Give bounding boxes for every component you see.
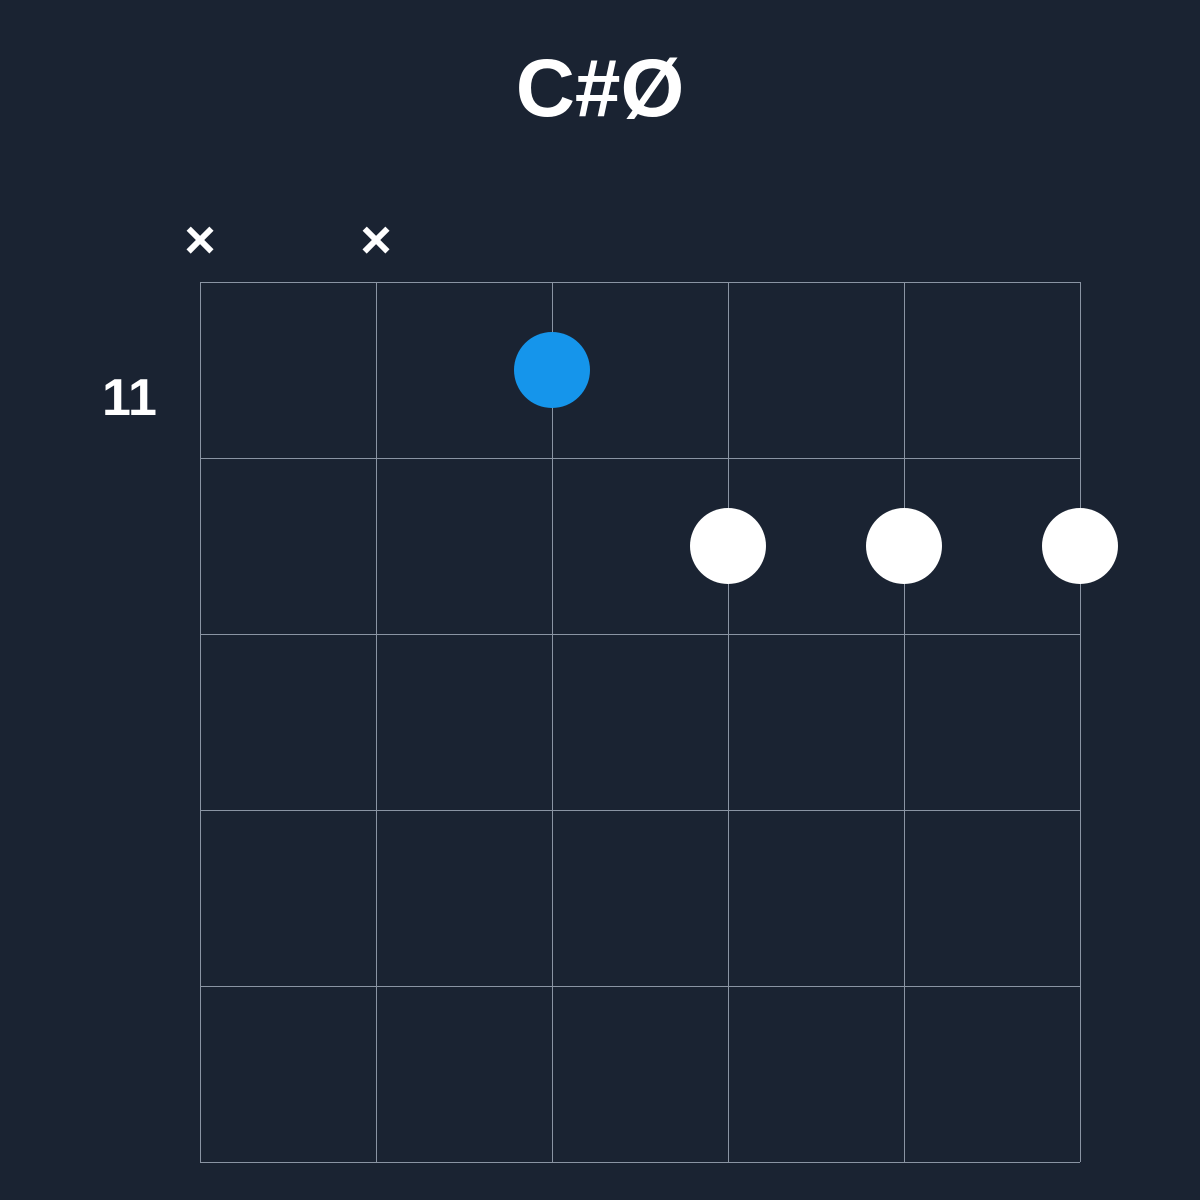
root-note-dot [514,332,590,408]
starting-fret-label: 11 [102,368,157,428]
chord-title: C#Ø [516,42,685,136]
string-line [376,282,377,1162]
muted-string-mark: × [184,209,216,271]
note-dot [866,508,942,584]
string-line [728,282,729,1162]
string-line [1080,282,1081,1162]
string-line [200,282,201,1162]
string-line [552,282,553,1162]
fret-line [200,986,1080,987]
fret-line [200,634,1080,635]
fret-line [200,458,1080,459]
note-dot [690,508,766,584]
note-dot [1042,508,1118,584]
muted-string-mark: × [360,209,392,271]
string-line [904,282,905,1162]
fret-line [200,1162,1080,1163]
fret-line [200,282,1080,283]
fret-line [200,810,1080,811]
fretboard-grid [200,282,1080,1162]
